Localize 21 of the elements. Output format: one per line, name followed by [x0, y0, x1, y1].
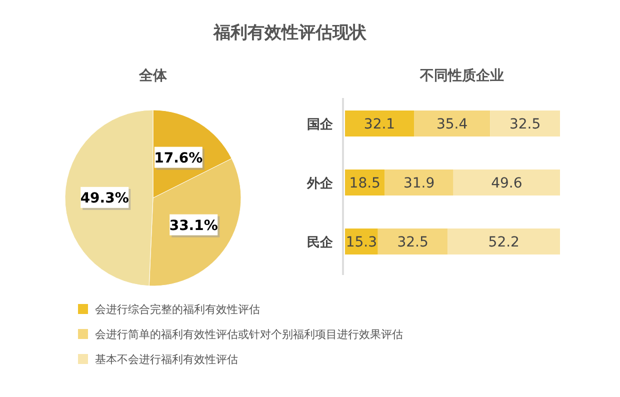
- y-tick-label: 民企: [307, 236, 334, 250]
- legend-label: 会进行综合完整的福利有效性评估: [95, 303, 260, 316]
- data-label: 49.6: [491, 176, 522, 192]
- data-label: 33.1%: [169, 218, 218, 234]
- chart-title: 不同性质企业: [419, 67, 504, 84]
- text: 福利有效性评估现状: [212, 23, 368, 43]
- data-label: 52.2: [488, 234, 520, 250]
- data-label: 32.1: [364, 116, 396, 132]
- y-tick-label: 外企: [306, 176, 334, 192]
- chart-subtitle: 全体: [138, 68, 168, 84]
- legend-label: 会进行简单的福利有效性评估或针对个别福利项目进行效果评估: [95, 328, 403, 341]
- data-label: 31.9: [403, 176, 435, 192]
- data-label: 32.5: [509, 116, 541, 132]
- y-tick-label: 国企: [307, 118, 334, 132]
- legend-label: 基本不会进行福利有效性评估: [95, 353, 238, 366]
- data-label: 17.6%: [154, 150, 203, 166]
- data-label: 18.5: [349, 176, 380, 192]
- data-label: 49.3%: [80, 190, 129, 206]
- data-label: 35.4: [436, 116, 468, 132]
- data-label: 15.3: [346, 234, 378, 250]
- data-label: 32.5: [397, 234, 428, 250]
